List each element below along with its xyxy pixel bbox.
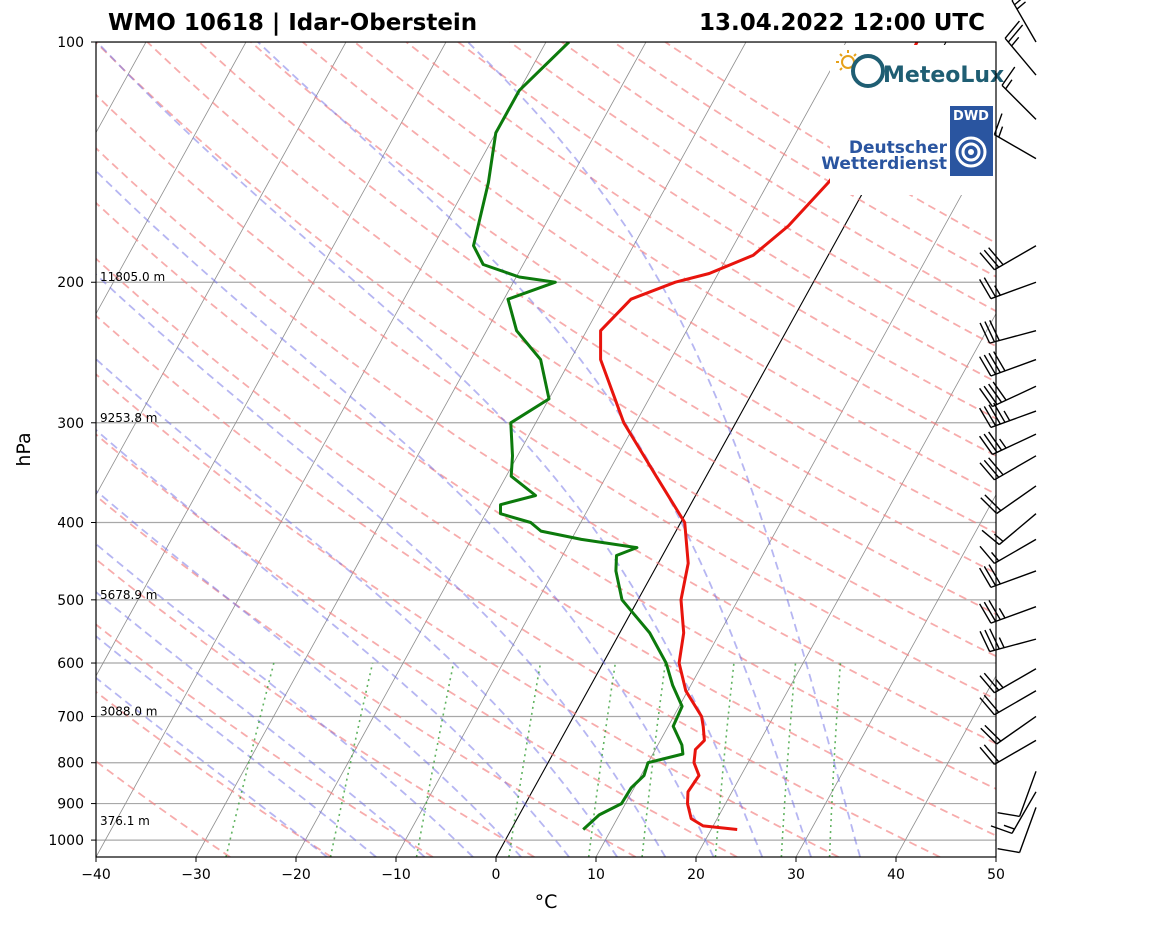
x-tick-label: 40: [887, 867, 905, 883]
y-tick-label: 700: [57, 709, 84, 725]
height-label: 5678.9 m: [100, 588, 158, 602]
y-tick-label: 400: [57, 515, 84, 531]
dwd-badge-text: DWD: [953, 109, 989, 124]
dwd-line2: Wetterdienst: [821, 154, 947, 174]
height-label: 3088.0 m: [100, 704, 158, 718]
x-tick-label: 0: [492, 867, 501, 883]
y-tick-label: 100: [57, 35, 84, 51]
y-tick-label: 600: [57, 656, 84, 672]
y-tick-label: 300: [57, 416, 84, 432]
height-label: 9253.8 m: [100, 411, 158, 425]
x-tick-label: 30: [787, 867, 805, 883]
x-tick-label: 50: [987, 867, 1005, 883]
y-tick-label: 200: [57, 275, 84, 291]
y-axis-label: hPa: [13, 432, 35, 466]
height-label: 376.1 m: [100, 814, 150, 828]
station-title: WMO 10618 | Idar-Oberstein: [108, 10, 477, 36]
x-tick-label: −30: [181, 867, 211, 883]
y-tick-label: 900: [57, 797, 84, 813]
y-tick-label: 1000: [48, 833, 84, 849]
y-tick-label: 500: [57, 593, 84, 609]
x-axis-label: °C: [535, 891, 558, 913]
x-tick-label: −20: [281, 867, 311, 883]
datetime-title: 13.04.2022 12:00 UTC: [699, 10, 985, 36]
y-tick-label: 800: [57, 756, 84, 772]
x-tick-label: 20: [687, 867, 705, 883]
x-tick-label: 10: [587, 867, 605, 883]
meteolux-logo: MeteoLux: [883, 63, 1004, 88]
x-tick-label: −40: [81, 867, 111, 883]
x-tick-label: −10: [381, 867, 411, 883]
logo-area: MeteoLux DWD Deutscher Wetterdienst: [821, 45, 1004, 195]
height-label: 11805.0 m: [100, 270, 165, 284]
